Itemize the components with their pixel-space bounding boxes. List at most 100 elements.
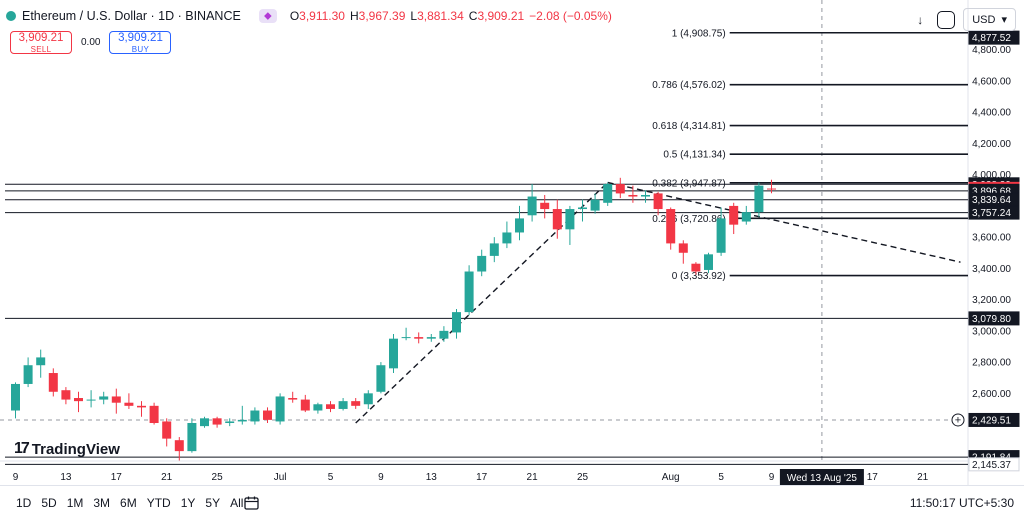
candle-body [515,218,524,233]
candle-body [111,396,121,403]
sell-button[interactable]: 3,909.21 SELL [10,31,72,54]
candle-body [11,383,20,411]
range-ytd[interactable]: YTD [146,496,171,510]
price-label-box [968,412,1020,427]
candle-body [464,271,474,313]
candle-body [401,337,411,339]
symbol-header: Ethereum / U.S. Dollar · 1D · BINANCE ⬥ … [6,9,612,23]
download-arrow-icon[interactable]: ↓ [917,12,924,27]
range-3m[interactable]: 3M [93,496,111,510]
candle-body [578,207,587,210]
candle-body [653,193,663,210]
add-alert-icon [951,413,965,427]
x-tick-label: 21 [917,472,929,483]
candle-body [704,254,713,270]
range-1m[interactable]: 1M [66,496,84,510]
candle-body [716,218,726,253]
fib-level-label: 0 (3,353.92) [672,271,726,282]
range-5y[interactable]: 5Y [205,496,221,510]
trendline [607,181,961,263]
candle-body [174,440,184,452]
candle-body [237,419,247,422]
candle-body [313,404,323,411]
price-chart[interactable]: 2,600.00 2,800.00 3,000.00 3,200.00 3,400.00… [0,0,1024,485]
y-tick-label: 3,000.00 [972,326,1011,337]
price-label-box [968,30,1020,45]
candle-body [439,330,449,339]
tradingview-logo[interactable]: 17 TradingView [14,440,120,458]
candle-body [590,199,600,211]
calendar-icon[interactable] [244,496,260,513]
buy-button[interactable]: 3,909.21 BUY [109,31,172,54]
add-alert-icon-glyph: + [955,414,961,426]
price-label-text: 3,079.80 [972,314,1011,325]
candle-body [36,357,46,366]
candle-body [452,312,461,333]
candle-body [628,194,638,197]
x-tick-label: 21 [527,472,539,483]
fib-level-label: 0.5 (4,131.34) [663,150,725,161]
candle-body [288,398,298,400]
candle-body [729,205,739,225]
price-label-text: 2,429.51 [972,415,1011,426]
candle-body [200,418,209,427]
x-tick-label: 9 [13,472,19,483]
ohlc-change: −2.08 (−0.05%) [529,9,612,23]
candle-body [376,365,386,392]
y-tick-label: 2,800.00 [972,358,1011,369]
currency-select[interactable]: USD ▾ [963,8,1016,31]
candle-body [691,263,701,272]
ohlc-low-value: 3,881.34 [417,9,464,23]
candle-body [74,398,83,402]
candle-body [99,396,109,400]
candle-body [61,390,71,400]
candle-body [187,423,197,452]
candle-body [565,209,575,230]
x-tick-label: 21 [161,472,173,483]
price-label-text: 3,839.64 [972,195,1011,206]
x-tick-label: 17 [111,472,123,483]
y-tick-label: 2,600.00 [972,389,1011,400]
utc-clock[interactable]: 11:50:17 UTC+5:30 [909,496,1014,510]
candle-body [615,184,625,194]
ethereum-connect-icon[interactable]: ⬥ [258,9,277,23]
candle-body [275,396,285,422]
candle-body [149,405,159,424]
candle-body [86,399,96,401]
candle-body [552,209,562,230]
range-1y[interactable]: 1Y [180,496,196,510]
chevron-down-icon: ▾ [1001,14,1007,26]
symbol-title[interactable]: Ethereum / U.S. Dollar · 1D · BINANCE [22,9,241,23]
candle-body [666,209,676,244]
buy-price: 3,909.21 [118,32,163,44]
ohlc-high-label: H [349,9,359,23]
price-label-text: 3,757.24 [972,208,1011,219]
range-all[interactable]: All [230,496,244,510]
ohlc-close-value: 3,909.21 [477,9,525,23]
sell-label: SELL [30,45,52,54]
x-tick-label: Jul [274,472,287,483]
candle-body [389,338,398,369]
price-label-text: 4,877.52 [972,33,1011,44]
range-5d[interactable]: 5D [41,496,57,510]
candle-body [540,202,550,210]
ohlc-open-label: O [289,9,300,23]
price-label-box [968,205,1020,220]
candle-body [300,399,310,411]
y-tick-label: 4,200.00 [972,139,1011,150]
candle-body [23,365,33,384]
candle-body [502,232,512,244]
fib-level-label: 1 (4,908.75) [672,28,726,39]
candle-body [767,188,776,190]
ohlc-close-label: C [468,9,478,23]
range-6m[interactable]: 6M [120,496,137,510]
range-1d[interactable]: 1D [16,496,32,510]
candle-body [477,255,487,272]
x-tick-label: 9 [769,472,775,483]
fib-level-label: 0.786 (4,576.02) [652,80,725,91]
candle-body [212,418,222,425]
square-icon[interactable] [937,10,956,29]
candle-body [741,212,751,222]
top-right-toolbar: ↓ USD ▾ [911,8,1016,31]
crosshair-date-label: Wed 13 Aug '25 [787,473,858,484]
